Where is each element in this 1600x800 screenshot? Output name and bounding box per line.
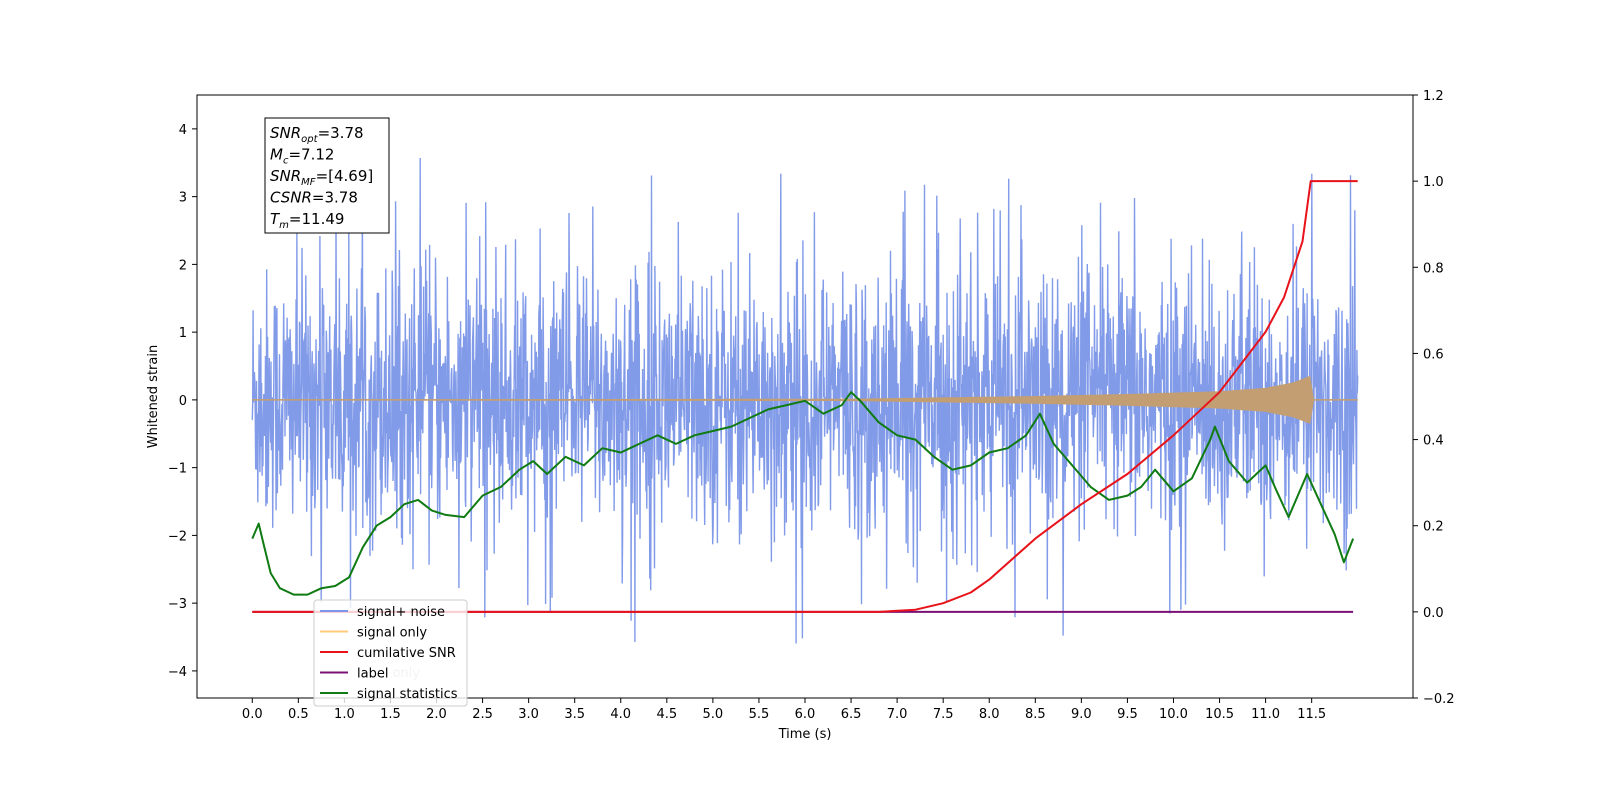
x-tick-label: 7.0 [887, 707, 908, 722]
info-symbol: M [270, 146, 283, 164]
y-left-tick-label: 4 [179, 123, 187, 138]
x-tick-label: 5.0 [703, 707, 724, 722]
y-left-tick-label: −1 [168, 462, 187, 477]
legend-label: signal statistics [357, 687, 458, 702]
x-tick-label: 5.5 [749, 707, 770, 722]
x-tick-label: 3.0 [518, 707, 539, 722]
info-subscript: c [283, 156, 289, 167]
x-tick-label: 0.0 [242, 707, 263, 722]
y-right-tick-label: −0.2 [1423, 692, 1455, 707]
x-tick-label: 11.0 [1251, 707, 1280, 722]
x-axis-label: Time (s) [778, 727, 832, 742]
x-tick-label: 6.0 [795, 707, 816, 722]
series-signal-statistics [251, 391, 1355, 596]
x-tick-label: 4.5 [656, 707, 677, 722]
x-tick-label: 3.5 [564, 707, 585, 722]
x-tick-label: 2.5 [472, 707, 493, 722]
x-tick-label: 1.5 [380, 707, 401, 722]
info-symbol: CSNR [270, 189, 312, 207]
info-value: =11.49 [289, 210, 345, 228]
info-value: =7.12 [288, 146, 334, 164]
y-left-tick-label: 1 [179, 326, 187, 341]
x-tick-label: 8.0 [979, 707, 1000, 722]
x-tick-label: 1.0 [334, 707, 355, 722]
x-tick-label: 11.5 [1297, 707, 1326, 722]
y-right-tick-label: 0.0 [1423, 606, 1444, 621]
info-line: SNRopt=3.78 [270, 124, 364, 145]
info-symbol: SNR [270, 124, 301, 142]
x-tick-label: 7.5 [933, 707, 954, 722]
info-line: Mc=7.12 [270, 146, 334, 167]
info-line: CSNR=3.78 [270, 189, 358, 207]
y-right-tick-label: 0.8 [1423, 261, 1444, 276]
y-right-tick-label: 1.0 [1423, 175, 1444, 190]
tick-labels: 0.0 0.5 1.0 1.5 2.0 2.5 3.0 3.5 4.0 4.5 5.0 5.5 6.0 6… [168, 89, 1455, 722]
info-value: =[4.69] [316, 167, 374, 185]
info-value: =3.78 [318, 124, 364, 142]
y-right-tick-label: 0.4 [1423, 434, 1444, 449]
series-cumulative-snr [252, 180, 1358, 613]
x-tick-label: 2.0 [426, 707, 447, 722]
info-line: Tm=11.49 [270, 210, 344, 231]
x-tick-label: 8.5 [1025, 707, 1046, 722]
info-value: =3.78 [312, 189, 358, 207]
x-tick-label: 9.0 [1071, 707, 1092, 722]
plot-area [251, 154, 1359, 644]
x-tick-label: 10.5 [1205, 707, 1234, 722]
y-left-tick-label: 0 [179, 394, 187, 409]
info-box-frame [264, 117, 390, 234]
x-tick-label: 6.5 [841, 707, 862, 722]
y-right-tick-label: 0.6 [1423, 347, 1444, 362]
y-axis-label: Whitened strain [146, 345, 161, 448]
x-tick-label: 0.5 [288, 707, 309, 722]
x-tick-label: 9.5 [1117, 707, 1138, 722]
legend-label: signal+ noise [357, 605, 445, 620]
info-symbol: T [270, 210, 281, 228]
y-left-tick-label: 2 [179, 258, 187, 273]
legend-label: cumilative SNR [357, 646, 456, 661]
info-subscript: MF [301, 177, 316, 188]
y-left-tick-label: 3 [179, 191, 187, 206]
x-tick-label: 10.0 [1159, 707, 1188, 722]
y-right-tick-label: 0.2 [1423, 520, 1444, 535]
info-line: SNRMF=[4.69] [270, 167, 373, 188]
y-left-tick-label: −2 [168, 529, 187, 544]
info-box: SNRopt=3.78Mc=7.12SNRMF=[4.69]CSNR=3.78T… [264, 117, 390, 234]
y-right-tick-label: 1.2 [1423, 89, 1444, 104]
x-tick-label: 4.0 [610, 707, 631, 722]
info-subscript: m [279, 220, 289, 231]
legend-label: label [357, 667, 388, 682]
series-signal-noise [251, 154, 1359, 644]
info-symbol: SNR [270, 167, 301, 185]
legend-frame [313, 599, 468, 707]
y-left-tick-label: −3 [168, 597, 187, 612]
info-subscript: opt [301, 134, 318, 145]
y-left-tick-label: −4 [168, 665, 187, 680]
legend-label: signal only [357, 626, 427, 641]
